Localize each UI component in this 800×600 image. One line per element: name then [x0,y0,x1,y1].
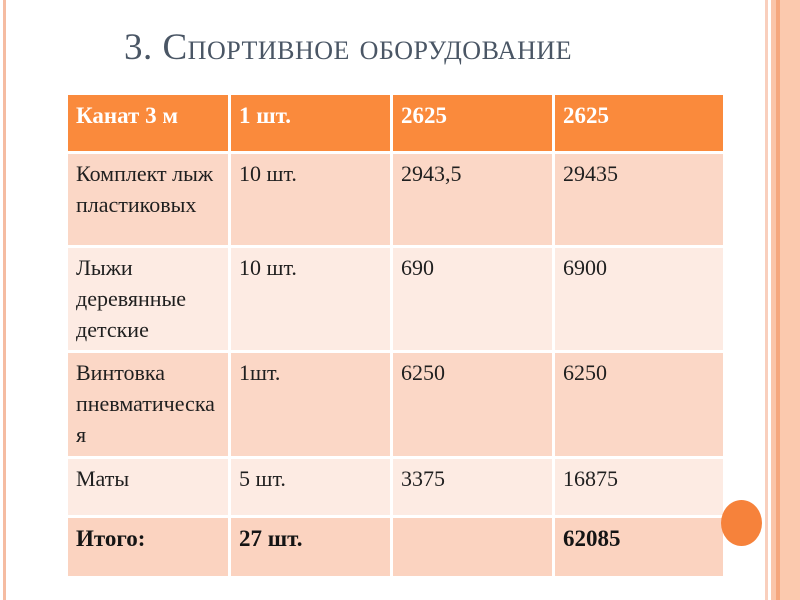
header-cell-unit-price: 2625 [393,95,552,151]
cell-total-sum: 62085 [555,517,723,576]
table-row: Маты 5 шт. 3375 16875 [68,458,723,515]
table-total-row: Итого: 27 шт. 62085 [68,517,723,576]
table-row: Лыжи деревянные детские 10 шт. 690 6900 [68,248,723,351]
right-accent-stripe-thin [765,0,768,600]
cell-unit-price: 690 [393,248,552,351]
cell-unit-price: 6250 [393,353,552,456]
header-cell-quantity: 1 шт. [231,95,390,151]
cell-quantity: 10 шт. [231,248,390,351]
right-accent-bar [771,0,800,600]
cell-total-empty [393,517,552,576]
equipment-table: Канат 3 м 1 шт. 2625 2625 Комплект лыж п… [65,92,726,579]
table-row: Комплект лыж пластиковых 10 шт. 2943,5 2… [68,154,723,245]
cell-item: Маты [68,458,228,515]
cell-item: Комплект лыж пластиковых [68,154,228,245]
cell-unit-price: 3375 [393,458,552,515]
header-cell-item: Канат 3 м [68,95,228,151]
table-row: Винтовка пневматическая 1шт. 6250 6250 [68,353,723,456]
cell-total: 6900 [555,248,723,351]
table-header-row: Канат 3 м 1 шт. 2625 2625 [68,95,723,151]
slide-title: 3. Спортивное оборудование [123,27,573,68]
accent-circle [721,500,762,546]
cell-total: 16875 [555,458,723,515]
cell-unit-price: 2943,5 [393,154,552,245]
cell-total-quantity: 27 шт. [231,517,390,576]
header-cell-total: 2625 [555,95,723,151]
cell-total-label: Итого: [68,517,228,576]
cell-quantity: 5 шт. [231,458,390,515]
left-accent-stripe [3,0,6,600]
cell-quantity: 10 шт. [231,154,390,245]
cell-total: 6250 [555,353,723,456]
cell-item: Лыжи деревянные детские [68,248,228,351]
cell-item: Винтовка пневматическая [68,353,228,456]
cell-total: 29435 [555,154,723,245]
cell-quantity: 1шт. [231,353,390,456]
